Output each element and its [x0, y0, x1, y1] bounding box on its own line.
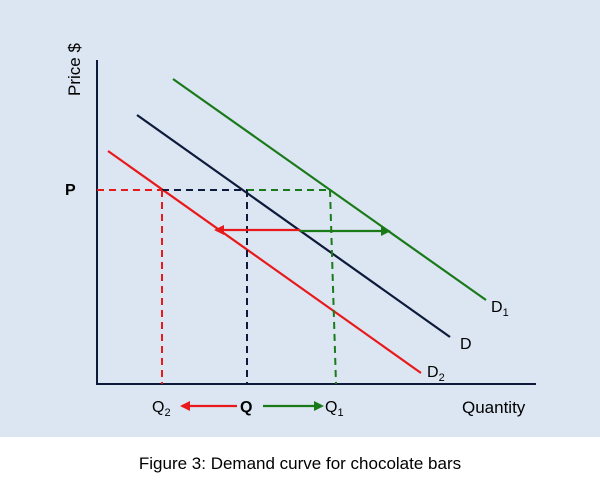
demand-curve-d2 [107, 150, 422, 374]
quantity-label-q: Q [240, 399, 252, 416]
curve-label-d2: D2 [427, 364, 445, 384]
curve-label-d: D [460, 336, 472, 353]
quantity-guide-q1 [329, 189, 337, 385]
demand-curve-d [136, 114, 451, 338]
y-axis-label: Price $ [65, 43, 84, 96]
curve-label-d1: D1 [491, 299, 509, 319]
figure-caption: Figure 3: Demand curve for chocolate bar… [138, 454, 462, 473]
x-axis-label: Quantity [462, 398, 526, 417]
quantity-label-q2: Q2 [152, 399, 171, 419]
price-label: P [65, 182, 76, 199]
figure-panel: Price $ Quantity P Q2 Q Q1 D1 D D2 [0, 0, 600, 437]
demand-curve-d1 [172, 78, 487, 301]
demand-diagram: Price $ Quantity P Q2 Q Q1 D1 D D2 [65, 43, 536, 419]
quantity-label-q1: Q1 [325, 399, 344, 419]
